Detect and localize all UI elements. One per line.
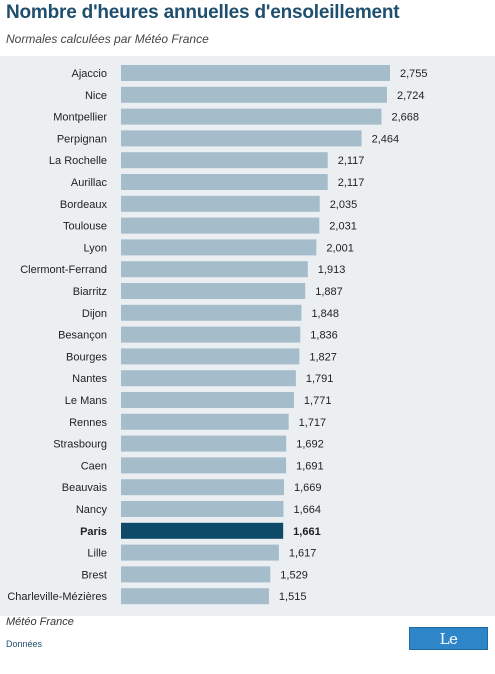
category-label: Lille: [87, 548, 107, 560]
category-label: La Rochelle: [49, 155, 107, 167]
category-label: Paris: [80, 526, 107, 538]
category-label: Nice: [85, 90, 107, 102]
value-label: 1,669: [294, 482, 322, 494]
category-label: Lyon: [84, 242, 107, 254]
chart-subtitle: Normales calculées par Météo France: [6, 32, 209, 46]
bar: [121, 479, 284, 496]
value-label: 1,529: [280, 569, 308, 581]
le-parisien-logo: Le Parisien: [409, 627, 488, 671]
value-label: 1,913: [318, 264, 346, 276]
bar: [121, 130, 362, 147]
bar: [121, 413, 289, 430]
value-label: 1,836: [310, 330, 338, 342]
category-label: Perpignan: [57, 133, 107, 145]
category-label: Aurillac: [71, 177, 108, 189]
value-label: 2,724: [397, 90, 425, 102]
category-label: Le Mans: [65, 395, 108, 407]
bar: [121, 392, 294, 408]
value-label: 2,035: [330, 199, 358, 211]
category-label: Nancy: [76, 504, 108, 516]
chart-area: Ajaccio 2,755 Nice 2,724 Montpellier 2,668 Per…: [0, 56, 495, 616]
bar: [121, 370, 296, 387]
category-label: Biarritz: [73, 286, 107, 298]
category-label: Dijon: [82, 308, 107, 320]
category-label: Clermont-Ferrand: [20, 264, 107, 276]
category-label: Rennes: [69, 417, 107, 429]
bar: [121, 544, 279, 561]
bar: [121, 65, 390, 81]
category-label: Besançon: [58, 330, 107, 342]
category-label: Toulouse: [63, 221, 107, 233]
bar: [121, 195, 320, 212]
value-label: 2,001: [326, 242, 354, 254]
category-label: Ajaccio: [72, 68, 107, 80]
bar: [121, 261, 308, 278]
value-label: 2,668: [392, 112, 420, 124]
bar-chart: Ajaccio 2,755 Nice 2,724 Montpellier 2,668 Per…: [7, 65, 428, 605]
value-label: 1,717: [299, 417, 327, 429]
bar: [121, 435, 287, 452]
bar: [121, 304, 302, 321]
value-label: 1,664: [293, 504, 321, 516]
source-note: Météo France: [6, 616, 74, 628]
bar: [121, 239, 317, 256]
value-label: 1,661: [293, 526, 321, 538]
value-label: 1,887: [315, 286, 343, 298]
category-label: Charleville-Mézières: [7, 591, 107, 603]
category-label: Beauvais: [62, 482, 108, 494]
value-label: 2,755: [400, 68, 428, 80]
value-label: 1,691: [296, 460, 324, 472]
bar: [121, 152, 328, 169]
value-label: 1,515: [279, 591, 307, 603]
value-label: 1,827: [309, 351, 337, 363]
category-label: Montpellier: [53, 112, 107, 124]
bar: [121, 326, 301, 343]
bar: [121, 108, 382, 125]
value-label: 1,692: [296, 439, 324, 451]
bar: [121, 283, 306, 299]
bar-highlight: [121, 522, 284, 539]
category-label: Nantes: [72, 373, 107, 385]
value-label: 2,117: [338, 155, 365, 167]
value-label: 2,031: [329, 221, 357, 233]
category-label: Caen: [81, 460, 107, 472]
value-label: 1,848: [311, 308, 339, 320]
chart-title: Nombre d'heures annuelles d'ensoleilleme…: [6, 2, 400, 23]
bar: [121, 501, 284, 517]
category-label: Bourges: [66, 351, 107, 363]
category-label: Brest: [81, 569, 107, 581]
bar: [121, 566, 271, 583]
bar: [121, 457, 287, 474]
bar: [121, 174, 328, 190]
value-label: 1,771: [304, 395, 332, 407]
bar: [121, 588, 269, 605]
value-label: 1,617: [289, 548, 317, 560]
bar: [121, 348, 300, 365]
category-label: Strasbourg: [53, 439, 107, 451]
value-label: 2,464: [372, 133, 400, 145]
value-label: 1,791: [306, 373, 334, 385]
value-label: 2,117: [338, 177, 365, 189]
donnees-link[interactable]: Données: [6, 639, 43, 649]
bar: [121, 86, 387, 103]
category-label: Bordeaux: [60, 199, 108, 211]
bar: [121, 217, 320, 234]
